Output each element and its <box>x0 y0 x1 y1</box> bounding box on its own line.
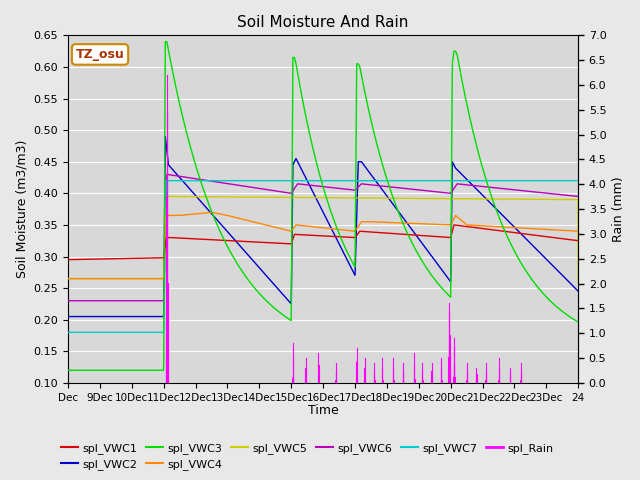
Legend: spl_VWC1, spl_VWC2, spl_VWC3, spl_VWC4, spl_VWC5, spl_VWC6, spl_VWC7, spl_Rain: spl_VWC1, spl_VWC2, spl_VWC3, spl_VWC4, … <box>57 438 557 474</box>
X-axis label: Time: Time <box>308 404 339 417</box>
Y-axis label: Soil Moisture (m3/m3): Soil Moisture (m3/m3) <box>15 140 28 278</box>
Text: TZ_osu: TZ_osu <box>76 48 124 61</box>
Y-axis label: Rain (mm): Rain (mm) <box>612 176 625 242</box>
Title: Soil Moisture And Rain: Soil Moisture And Rain <box>237 15 409 30</box>
